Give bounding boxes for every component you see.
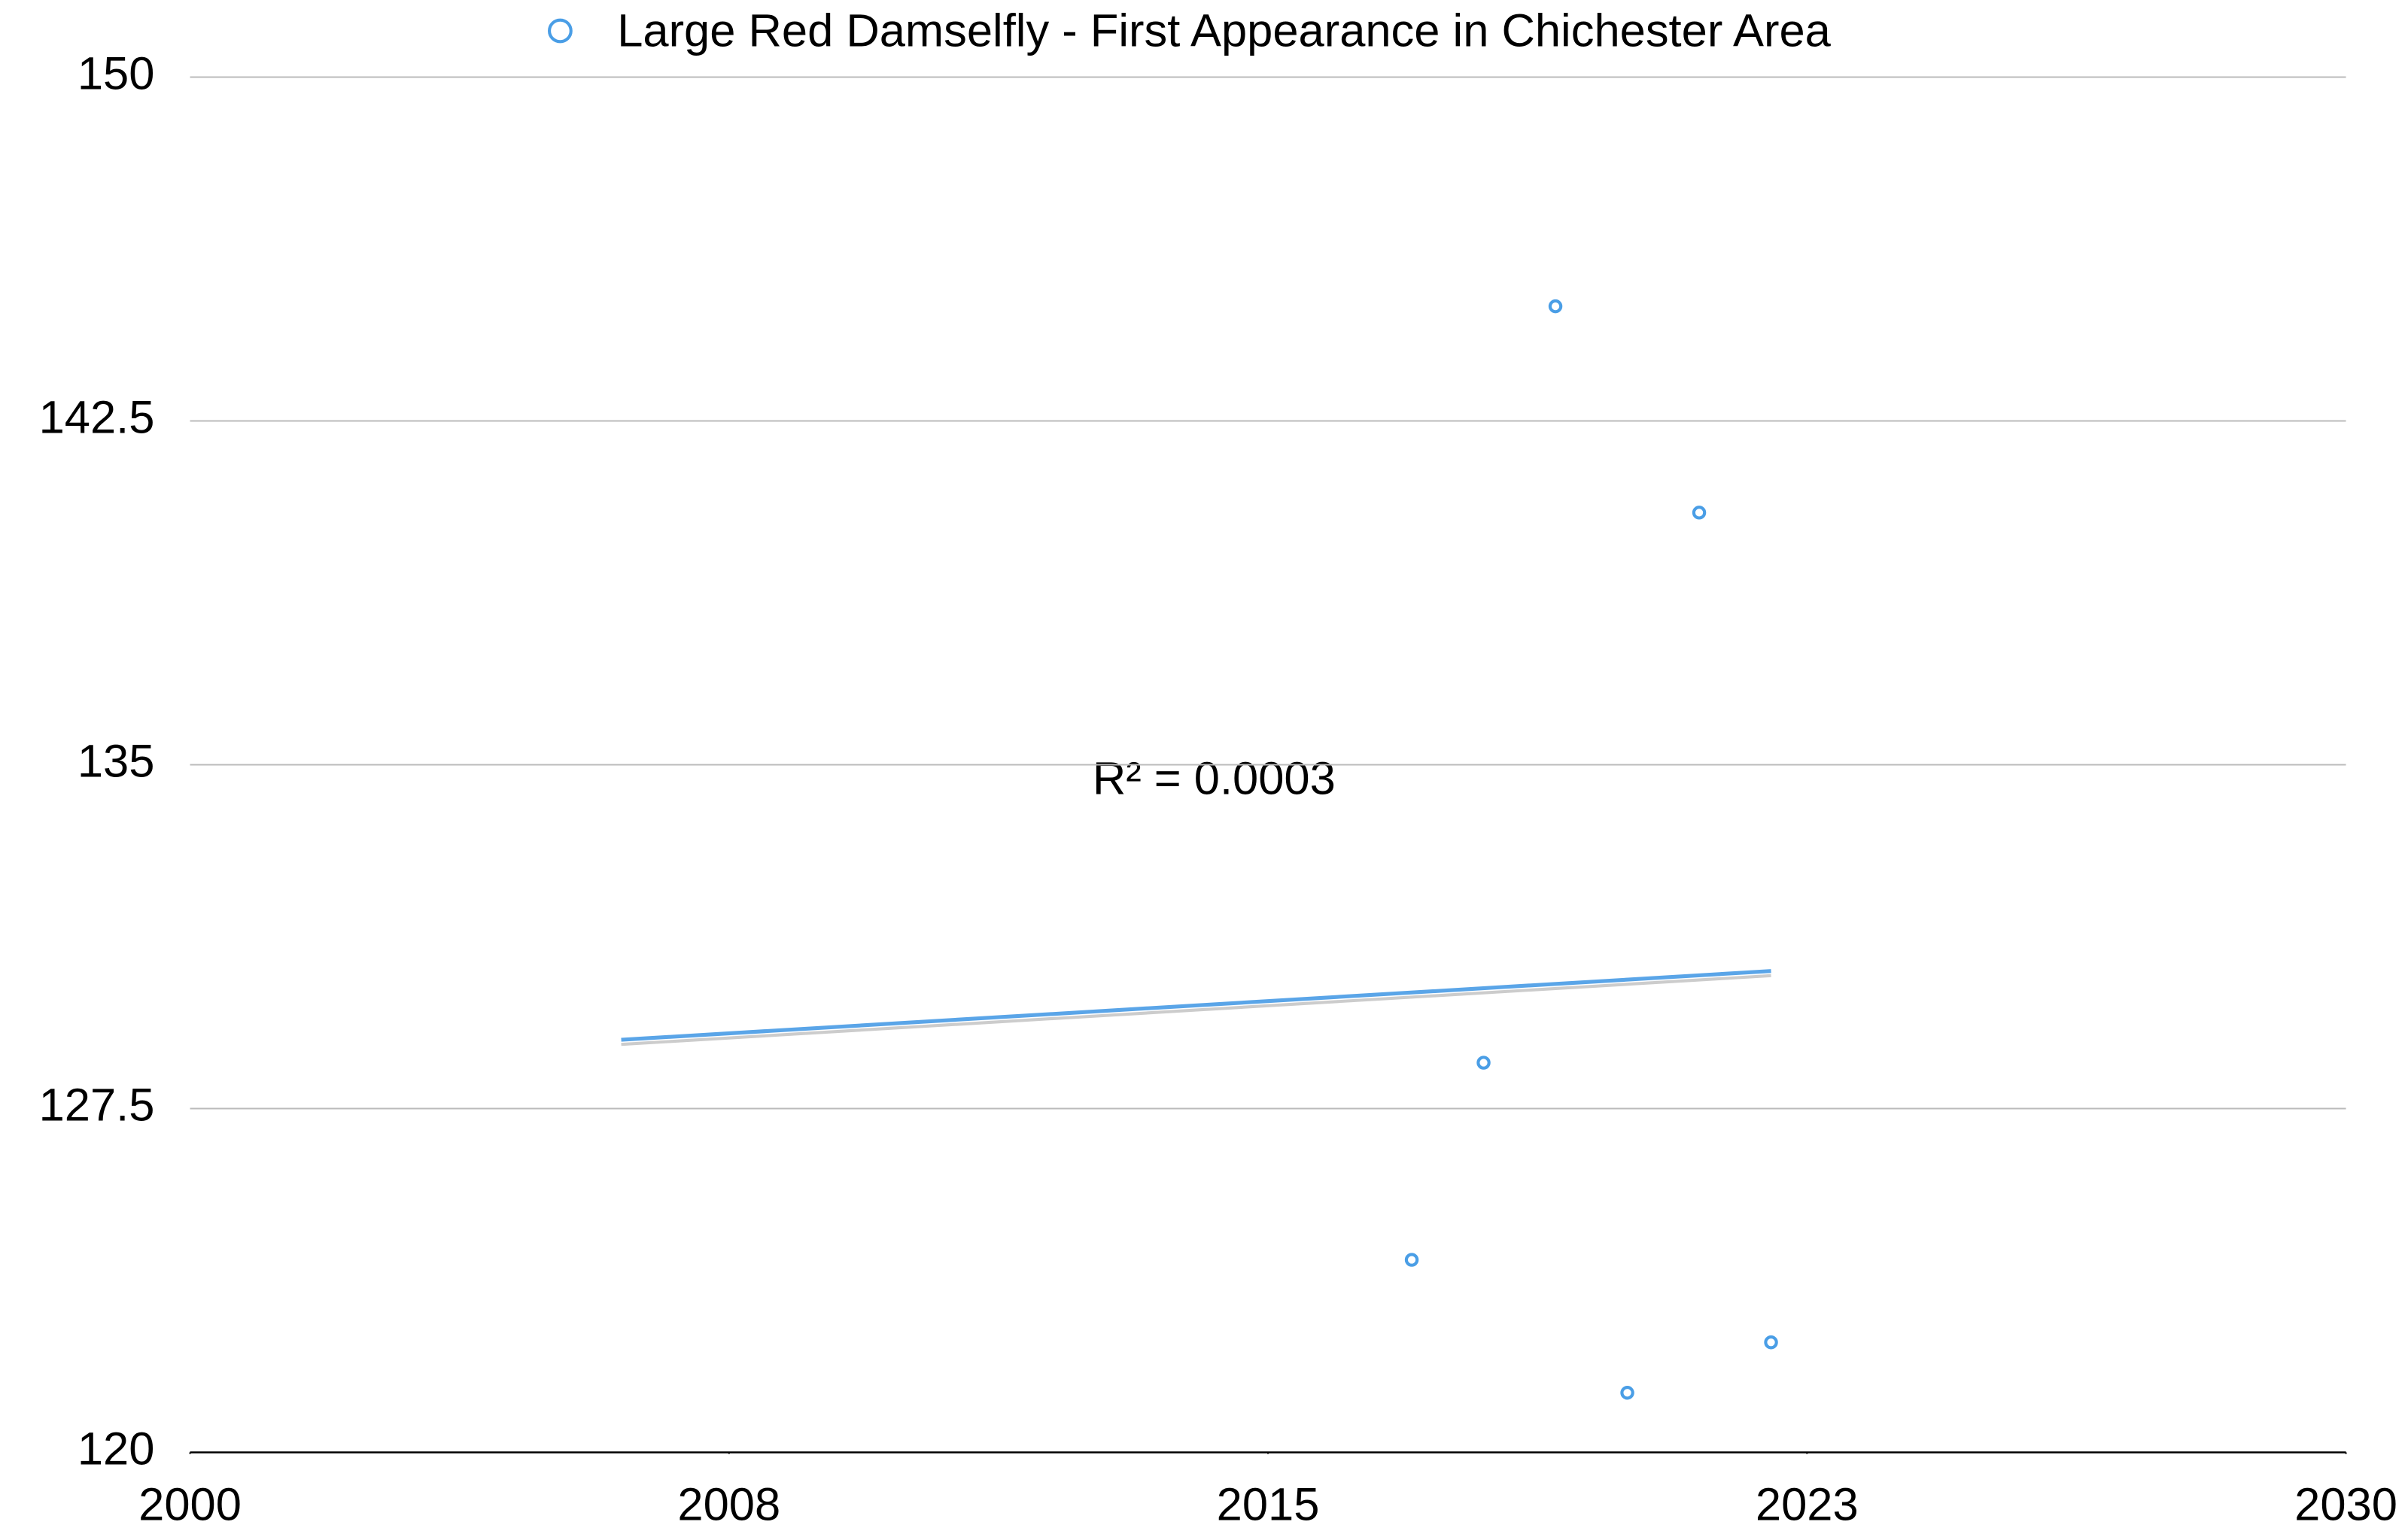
y-tick-label: 150: [78, 48, 155, 100]
data-point: [1404, 1253, 1419, 1267]
data-point: [1764, 1335, 1778, 1350]
r-squared-annotation: R² = 0.0003: [1093, 752, 1336, 804]
trendline: [621, 969, 1771, 1042]
data-point: [1692, 506, 1707, 520]
y-tick-label: 127.5: [39, 1080, 155, 1132]
data-point: [1476, 1056, 1491, 1070]
x-tick-label: 2015: [1217, 1478, 1320, 1530]
x-tick-label: 2000: [138, 1478, 242, 1530]
legend-label: Large Red Damselfly - First Appearance i…: [617, 5, 1831, 56]
y-tick-label: 135: [78, 736, 155, 788]
legend-marker: [548, 18, 573, 44]
x-tick-label: 2030: [2294, 1478, 2397, 1530]
x-tick-label: 2008: [677, 1478, 780, 1530]
data-point: [1620, 1386, 1634, 1400]
y-tick-label: 120: [78, 1423, 155, 1475]
trendline-shadow: [621, 974, 1771, 1046]
x-tick-label: 2023: [1756, 1478, 1859, 1530]
data-point: [1548, 299, 1563, 314]
y-tick-label: 142.5: [39, 392, 155, 444]
